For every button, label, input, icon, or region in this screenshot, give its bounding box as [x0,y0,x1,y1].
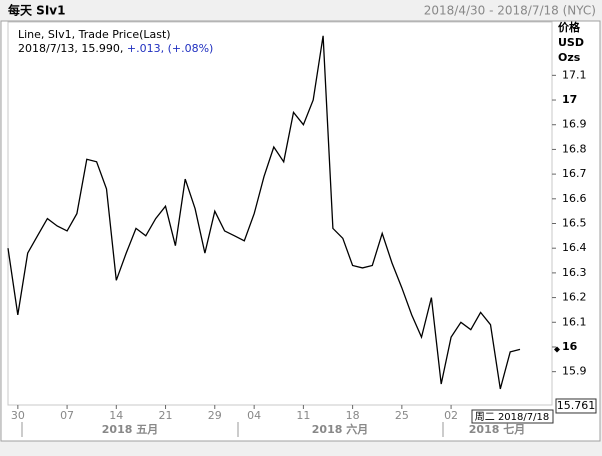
chart-title: 每天 SIv1 [8,3,65,18]
y-axis-label: USD [558,36,584,49]
x-tick-label: 29 [208,409,222,422]
y-tick-label: 16.4 [562,241,587,254]
crosshair-box [471,409,554,424]
x-tick-label: 14 [109,409,123,422]
y-tick-label: 16.3 [562,266,587,279]
y-tick-label: 16.9 [562,118,587,131]
last-price-label: 15.761 [557,399,596,412]
x-tick-label: 21 [159,409,173,422]
x-tick-label: 18 [346,409,360,422]
legend-status-value: 2018/7/13, 15.990, [18,42,123,55]
x-tick-label: 25 [395,409,409,422]
legend-title: Line, SIv1, Trade Price(Last) [18,28,171,41]
last-value-marker [554,346,560,353]
y-tick-label: 16.1 [562,315,587,328]
date-range: 2018/4/30 - 2018/7/18 (NYC) [424,4,596,18]
month-label: 2018 七月 [469,422,525,436]
y-tick-label: 17 [562,93,577,106]
legend-change: +.013, (+.08%) [127,42,213,55]
y-tick-label: 16.6 [562,192,587,205]
price-line [7,35,521,390]
x-tick-label: 30 [11,409,25,422]
y-tick-label: 16.2 [562,291,587,304]
x-tick-label: 07 [60,409,74,422]
x-tick-label: 11 [296,409,310,422]
x-tick-label: 04 [247,409,261,422]
y-axis-label: 价格 [558,20,581,34]
y-tick-label: 15.9 [562,365,587,378]
y-tick-label: 16 [562,340,578,353]
plot-area [7,21,553,406]
y-axis-label: Ozs [558,51,581,64]
y-tick-label: 17.1 [562,68,587,81]
last-price-box [555,398,597,414]
crosshair-label: 周二 2018/7/18 [475,411,549,423]
x-tick-label: 02 [444,409,458,422]
month-label: 2018 六月 [312,422,368,436]
y-tick-label: 16.7 [562,167,587,180]
y-tick-label: 16.5 [562,217,587,230]
y-tick-label: 16.8 [562,142,587,155]
legend-status: 2018/7/13, 15.990, +.013, (+.08%) [18,42,213,55]
month-label: 2018 五月 [102,423,158,436]
